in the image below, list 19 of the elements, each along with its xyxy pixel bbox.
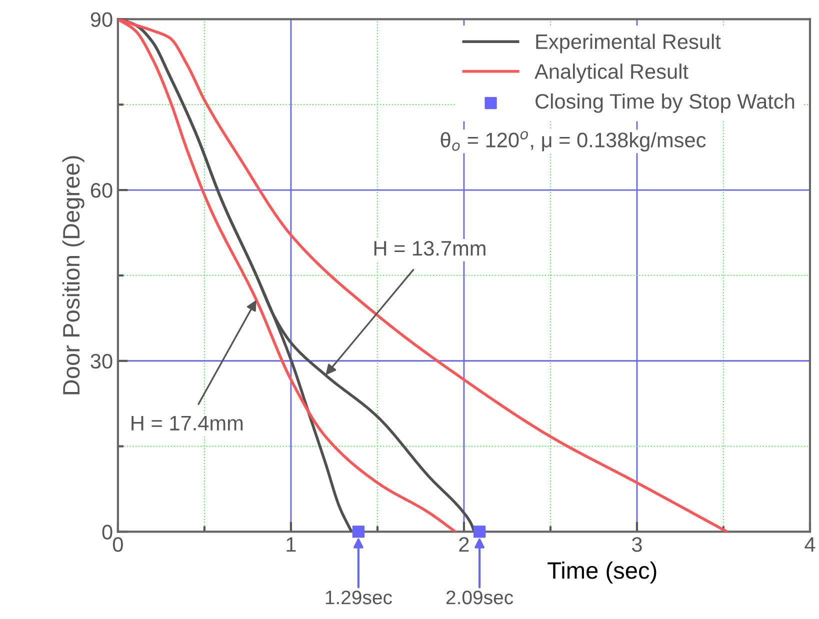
x-axis-title: Time (sec) [548, 562, 656, 584]
legend-label: Experimental Result [536, 34, 721, 54]
x-tick-label: 2 [459, 537, 469, 552]
legend-label: Closing Time by Stop Watch [536, 93, 794, 113]
x-tick-label: 1 [286, 537, 296, 552]
y-tick-label: 60 [90, 183, 112, 198]
y-tick-label: 0 [102, 524, 112, 540]
annotation: 2.09sec [446, 590, 514, 604]
annotation: H = 17.4mm [132, 416, 243, 430]
annotation: θ$_{o}$ = 120$^{o}$, μ = 0.138kg/msec [440, 131, 706, 152]
x-tick-label: 3 [632, 537, 642, 552]
y-axis-title: Door Position (Degree) [62, 156, 84, 394]
legend-label: Analytical Result [534, 64, 688, 84]
x-tick-label: 4 [804, 537, 816, 552]
annotation: H = 13.7mm [374, 240, 486, 256]
annotation: 1.29sec [326, 590, 392, 604]
y-tick-label: 90 [90, 12, 112, 27]
x-tick-label: 0 [112, 537, 123, 552]
y-tick-label: 30 [90, 354, 112, 369]
